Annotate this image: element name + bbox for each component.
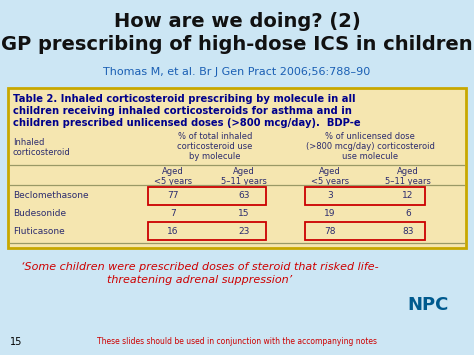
- Text: How are we doing? (2): How are we doing? (2): [114, 12, 360, 31]
- Text: 6: 6: [405, 209, 411, 218]
- Text: Fluticasone: Fluticasone: [13, 226, 65, 235]
- Text: corticosteroid use: corticosteroid use: [177, 142, 253, 151]
- Text: 83: 83: [402, 226, 414, 235]
- Text: These slides should be used in conjunction with the accompanying notes: These slides should be used in conjuncti…: [97, 338, 377, 346]
- Text: 15: 15: [238, 209, 250, 218]
- Text: Thomas M, et al. Br J Gen Pract 2006;56:788–90: Thomas M, et al. Br J Gen Pract 2006;56:…: [103, 67, 371, 77]
- Text: 63: 63: [238, 191, 250, 201]
- Text: % of total inhaled: % of total inhaled: [178, 132, 252, 141]
- Text: (>800 mcg/day) corticosteroid: (>800 mcg/day) corticosteroid: [306, 142, 435, 151]
- Text: 77: 77: [167, 191, 179, 201]
- Text: 16: 16: [167, 226, 179, 235]
- Text: 12: 12: [402, 191, 414, 201]
- Text: 19: 19: [324, 209, 336, 218]
- Text: Aged
5–11 years: Aged 5–11 years: [385, 167, 431, 186]
- Text: Beclomethasone: Beclomethasone: [13, 191, 89, 201]
- Text: Table 2. Inhaled corticosteroid prescribing by molecule in all: Table 2. Inhaled corticosteroid prescrib…: [13, 94, 356, 104]
- Text: NPC: NPC: [407, 296, 449, 314]
- Text: Aged
5–11 years: Aged 5–11 years: [221, 167, 267, 186]
- Text: 78: 78: [324, 226, 336, 235]
- Text: Aged
<5 years: Aged <5 years: [311, 167, 349, 186]
- FancyBboxPatch shape: [8, 88, 466, 248]
- Text: Budesonide: Budesonide: [13, 209, 66, 218]
- Text: ‘Some children were prescribed doses of steroid that risked life-: ‘Some children were prescribed doses of …: [21, 262, 379, 272]
- Text: 23: 23: [238, 226, 250, 235]
- Text: 7: 7: [170, 209, 176, 218]
- Text: children receiving inhaled corticosteroids for asthma and in: children receiving inhaled corticosteroi…: [13, 106, 352, 116]
- Text: children prescribed unlicensed doses (>800 mcg/day).  BDP-e: children prescribed unlicensed doses (>8…: [13, 118, 361, 128]
- Text: corticosteroid: corticosteroid: [13, 148, 71, 157]
- Text: GP prescribing of high-dose ICS in children: GP prescribing of high-dose ICS in child…: [1, 35, 473, 54]
- Text: Inhaled: Inhaled: [13, 138, 45, 147]
- Text: Aged
<5 years: Aged <5 years: [154, 167, 192, 186]
- Text: 15: 15: [10, 337, 22, 347]
- Text: by molecule: by molecule: [189, 152, 241, 161]
- Text: % of unlicensed dose: % of unlicensed dose: [325, 132, 415, 141]
- Text: 3: 3: [327, 191, 333, 201]
- Text: threatening adrenal suppression’: threatening adrenal suppression’: [108, 275, 292, 285]
- Text: use molecule: use molecule: [342, 152, 398, 161]
